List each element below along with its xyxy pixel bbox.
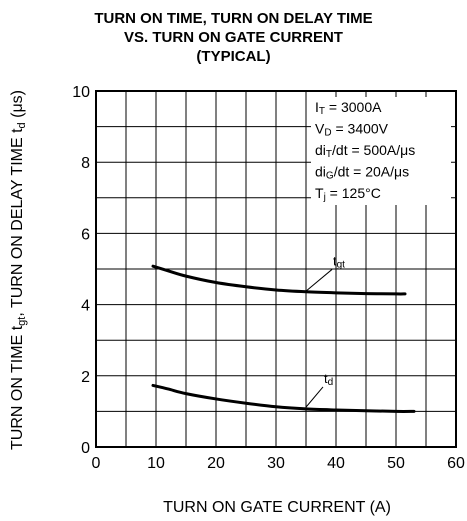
y-tick-label: 4 — [81, 298, 90, 315]
y-axis-label-part1: TURN ON TIME — [9, 330, 26, 450]
series-label-main: t — [324, 371, 328, 386]
y-axis-label-part2: , TURN ON DELAY TIME — [9, 133, 26, 317]
y-axis-label-tgt: t — [9, 325, 26, 330]
condition-main: di — [315, 164, 326, 180]
series-leader-tgt — [305, 269, 333, 292]
condition-line: Tj = 125°C — [315, 185, 381, 203]
x-tick-label: 50 — [387, 455, 405, 472]
y-tick-label: 2 — [81, 369, 90, 386]
y-axis-label: TURN ON TIME tgt, TURN ON DELAY TIME td … — [9, 90, 28, 450]
series-line-td — [151, 383, 416, 413]
series-label-main: t — [333, 253, 337, 268]
x-tick-label: 20 — [207, 455, 225, 472]
x-tick-label: 10 — [147, 455, 165, 472]
series-label-sub: gt — [337, 259, 346, 270]
x-tick-label: 60 — [447, 455, 465, 472]
x-tick-label: 40 — [327, 455, 345, 472]
series-line-tgt — [151, 264, 407, 296]
condition-sub: j — [323, 192, 326, 203]
y-tick-label: 10 — [72, 84, 90, 101]
condition-sub: T — [319, 106, 325, 117]
y-axis-label-tgt-sub: gt — [16, 317, 28, 326]
condition-value: /dt = 500A/μs — [332, 142, 415, 158]
y-tick-label: 0 — [81, 440, 90, 457]
series-label-sub: d — [328, 377, 334, 388]
y-axis-label-unit: (μs) — [9, 90, 26, 122]
condition-line: diT/dt = 500A/μs — [315, 142, 415, 160]
condition-line: VD = 3400V — [315, 121, 389, 139]
condition-value: = 125°C — [326, 185, 381, 201]
series-label-tgt: tgt — [333, 253, 345, 270]
condition-main: T — [315, 185, 324, 201]
x-axis-label: TURN ON GATE CURRENT (A) — [163, 499, 391, 516]
tick-labels: 0 10 20 30 40 50 60 0 2 4 6 8 10 — [72, 84, 465, 472]
y-tick-label: 8 — [81, 155, 90, 172]
y-tick-label: 6 — [81, 226, 90, 243]
condition-sub: G — [326, 171, 334, 182]
condition-value: /dt = 20A/μs — [334, 164, 409, 180]
condition-sub: T — [326, 149, 332, 160]
conditions-background — [311, 97, 451, 205]
condition-main: di — [315, 142, 326, 158]
x-tick-label: 30 — [267, 455, 285, 472]
chart-title-line-2: VS. TURN ON GATE CURRENT — [124, 29, 343, 46]
condition-sub: D — [324, 128, 331, 139]
condition-line: IT = 3000A — [315, 99, 382, 117]
condition-main: V — [315, 121, 325, 137]
chart-title-line-3: (TYPICAL) — [196, 48, 271, 65]
condition-line: diG/dt = 20A/μs — [315, 164, 409, 182]
chart-title-line-1: TURN ON TIME, TURN ON DELAY TIME — [94, 10, 373, 27]
plot-frame — [95, 90, 457, 448]
x-tick-label: 0 — [92, 455, 101, 472]
series-leader-td — [305, 386, 324, 408]
series-label-td: td — [324, 371, 333, 388]
y-axis-label-td: t — [9, 128, 26, 133]
condition-value: = 3000A — [325, 99, 382, 115]
condition-main: I — [315, 99, 319, 115]
condition-value: = 3400V — [332, 121, 389, 137]
y-axis-label-td-sub: d — [16, 122, 28, 128]
